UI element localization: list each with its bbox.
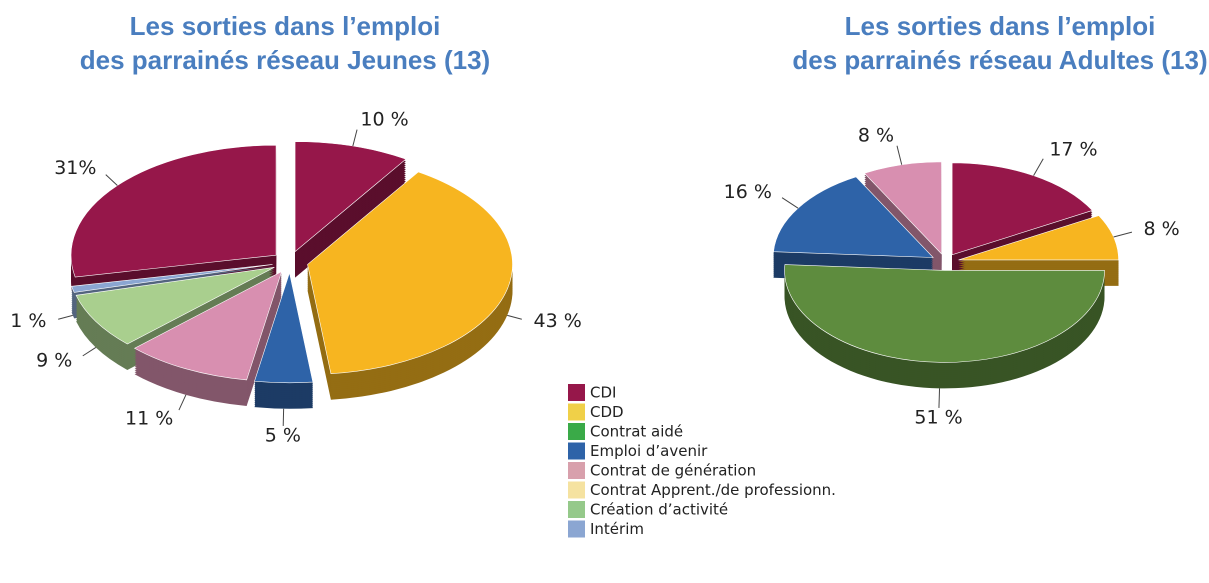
slice: [863, 161, 942, 255]
data-label: 16 %: [724, 181, 772, 203]
chart-title: des parrainés réseau Jeunes (13): [80, 45, 490, 75]
leader-line: [507, 314, 522, 320]
legend-label: Contrat de génération: [590, 462, 756, 480]
legend-swatch: [568, 442, 585, 460]
legend-swatch: [568, 384, 585, 401]
slice: [254, 271, 314, 384]
data-label: 51 %: [914, 406, 962, 428]
data-label: 17 %: [1049, 139, 1097, 161]
slice: [70, 144, 277, 278]
leader-line: [938, 388, 941, 408]
leader-line: [781, 197, 799, 209]
legend-swatch: [568, 520, 585, 538]
legend-swatch: [568, 403, 585, 421]
slice-side: [71, 266, 273, 295]
slice: [75, 267, 275, 345]
slice: [307, 171, 513, 375]
data-label: 1 %: [10, 310, 46, 332]
legend-label: CDI: [590, 384, 616, 402]
leader-line: [896, 145, 903, 165]
data-label: 8 %: [858, 125, 894, 147]
leader-line: [1033, 158, 1044, 176]
slice: [133, 270, 283, 381]
leader-line: [105, 174, 118, 186]
legend-label: Création d’activité: [590, 501, 728, 519]
slice: [951, 162, 1093, 256]
data-label: 9 %: [36, 349, 72, 371]
legend-label: Emploi d’avenir: [590, 442, 708, 460]
data-label: 8 %: [1144, 218, 1180, 240]
slice: [71, 264, 273, 293]
legend-swatch: [568, 462, 585, 479]
data-label: 10 %: [360, 108, 408, 130]
legend-swatch: [568, 501, 585, 518]
leader-line: [352, 129, 358, 147]
legend-swatch: [568, 423, 585, 440]
legend-label: Contrat aidé: [590, 423, 683, 441]
leader-line: [178, 394, 187, 411]
slice: [773, 176, 934, 258]
legend-label: Intérim: [590, 520, 644, 538]
data-label: 5 %: [265, 424, 301, 446]
leader-line: [82, 346, 97, 357]
chart-title: Les sorties dans l’emploi: [130, 11, 441, 41]
legend-swatch: [568, 481, 585, 499]
data-label: 11 %: [125, 407, 173, 429]
leader-line: [1113, 231, 1133, 238]
chart-title: des parrainés réseau Adultes (13): [792, 45, 1207, 75]
data-label: 31%: [54, 157, 96, 179]
slice: [784, 264, 1105, 363]
leader-line: [58, 314, 73, 320]
legend-label: Contrat Apprent./de professionn.: [590, 481, 836, 499]
data-label: 43 %: [534, 310, 582, 332]
chart-title: Les sorties dans l’emploi: [845, 11, 1156, 41]
legend-label: CDD: [590, 403, 624, 421]
